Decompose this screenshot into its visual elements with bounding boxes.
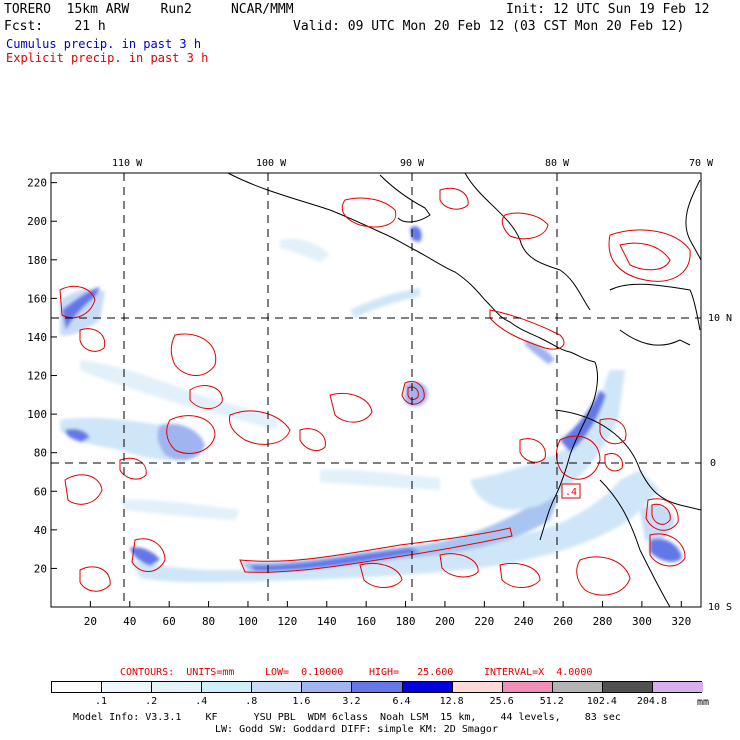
colorbar-swatch xyxy=(252,682,303,692)
y-tick-label: 60 xyxy=(34,485,47,498)
x-tick-label: 160 xyxy=(356,615,376,628)
x-tick-label: 200 xyxy=(435,615,455,628)
forecast-hour: Fcst: 21 h xyxy=(4,19,106,34)
x-tick-label: 140 xyxy=(317,615,337,628)
legend-cumulus: Cumulus precip. in past 3 h xyxy=(6,37,202,51)
colorbar-swatch xyxy=(102,682,153,692)
valid-time: Valid: 09 UTC Mon 20 Feb 12 (03 CST Mon … xyxy=(293,19,685,34)
colorbar-swatch xyxy=(52,682,103,692)
contours-high: HIGH= 25.600 xyxy=(369,667,454,678)
colorbar-level-label: 1.6 xyxy=(292,696,311,707)
lon-label-80w: 80 W xyxy=(545,158,570,169)
x-tick-label: 260 xyxy=(553,615,573,628)
colorbar-swatch xyxy=(502,682,553,692)
y-tick-label: 180 xyxy=(27,254,47,267)
colorbar-level-label: 102.4 xyxy=(586,696,617,707)
x-tick-label: 80 xyxy=(202,615,215,628)
model-title: TORERO 15km ARW Run2 NCAR/MMM xyxy=(4,2,294,17)
legend-explicit: Explicit precip. in past 3 h xyxy=(6,51,209,65)
lon-label-90w: 90 W xyxy=(400,158,425,169)
colorbar-swatch xyxy=(352,682,403,692)
colorbar-unit: mm xyxy=(697,697,710,708)
axis-ticks xyxy=(51,182,682,607)
colorbar-swatch xyxy=(202,682,253,692)
colorbar-swatch xyxy=(652,682,703,692)
colorbar-level-label: .4 xyxy=(195,696,208,707)
y-tick-label: 140 xyxy=(27,331,47,344)
x-tick-label: 220 xyxy=(474,615,494,628)
lat-label-10n: 10 N xyxy=(708,313,733,324)
x-tick-label: 20 xyxy=(84,615,97,628)
colorbar-level-label: 3.2 xyxy=(342,696,361,707)
x-tick-label: 320 xyxy=(671,615,691,628)
colorbar-swatch xyxy=(302,682,353,692)
x-tick-label: 280 xyxy=(593,615,613,628)
init-time: Init: 12 UTC Sun 19 Feb 12 xyxy=(506,2,710,17)
contours-interval: INTERVAL=X 4.0000 xyxy=(484,667,593,678)
y-tick-label: 40 xyxy=(34,524,47,537)
x-tick-label: 40 xyxy=(123,615,136,628)
colorbar-swatch xyxy=(552,682,603,692)
model-info: Model Info: V3.3.1 KF YSU PBL WDM 6class… xyxy=(73,712,621,723)
contours-units: CONTOURS: UNITS=mm xyxy=(120,667,235,678)
explicit-contours xyxy=(59,187,691,596)
colorbar-level-label: .8 xyxy=(245,696,258,707)
colorbar-level-label: 51.2 xyxy=(539,696,564,707)
y-tick-label: 220 xyxy=(27,177,47,190)
lon-label-100w: 100 W xyxy=(256,158,287,169)
y-tick-label: 160 xyxy=(27,292,47,305)
colorbar-swatch xyxy=(402,682,453,692)
physics-info: LW: Godd SW: Goddard DIFF: simple KM: 2D… xyxy=(215,724,498,735)
latlon-grid xyxy=(51,173,701,607)
colorbar-level-label: 6.4 xyxy=(392,696,411,707)
colorbar-level-label: 25.6 xyxy=(489,696,514,707)
lat-label-10s: 10 S xyxy=(708,602,733,613)
contours-low: LOW= 0.10000 xyxy=(265,667,344,678)
x-tick-label: 180 xyxy=(396,615,416,628)
colorbar-swatch xyxy=(152,682,203,692)
lon-label-110w: 110 W xyxy=(112,158,143,169)
x-tick-label: 120 xyxy=(277,615,297,628)
colorbar-swatch xyxy=(602,682,653,692)
colorbar-level-label: .1 xyxy=(95,696,108,707)
y-tick-label: 200 xyxy=(27,215,47,228)
axis-tick-labels: 20 40 60 80 100 120 140 160 180 200 220 240 260 280 30… xyxy=(27,177,691,628)
y-tick-label: 120 xyxy=(27,370,47,383)
y-tick-label: 100 xyxy=(27,408,47,421)
lon-label-70w: 70 W xyxy=(689,158,714,169)
y-tick-label: 80 xyxy=(34,447,47,460)
lat-label-0: 0 xyxy=(710,458,717,469)
x-tick-label: 240 xyxy=(514,615,534,628)
y-tick-label: 20 xyxy=(34,562,47,575)
contour-label: .4 xyxy=(565,487,577,498)
colorbar-swatch xyxy=(452,682,503,692)
colorbar-level-label: 12.8 xyxy=(439,696,464,707)
contour-label-box xyxy=(561,483,581,499)
colorbar xyxy=(51,681,703,693)
x-tick-label: 100 xyxy=(238,615,258,628)
x-tick-label: 300 xyxy=(632,615,652,628)
colorbar-level-label: .2 xyxy=(145,696,158,707)
x-tick-label: 60 xyxy=(163,615,176,628)
colorbar-level-label: 204.8 xyxy=(636,696,667,707)
